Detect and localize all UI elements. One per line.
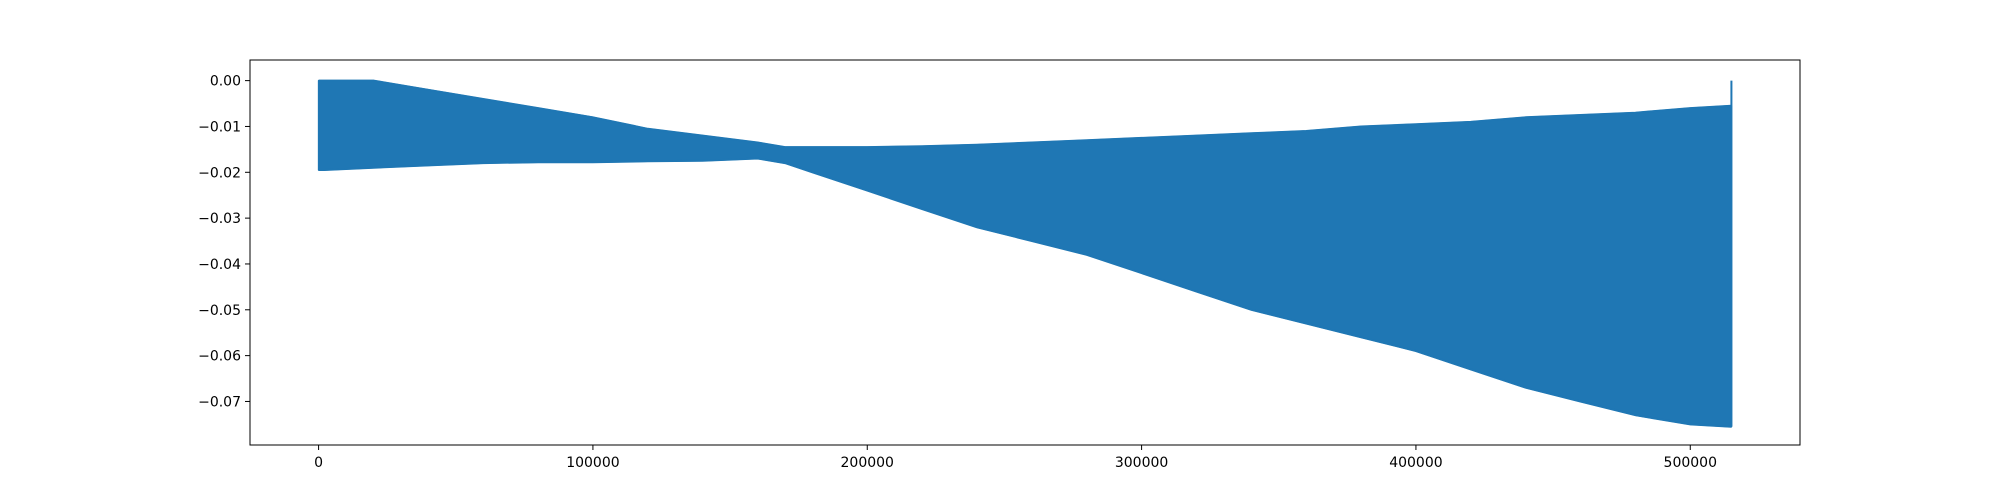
y-tick-label: −0.02	[198, 165, 241, 181]
y-tick-label: −0.01	[198, 119, 241, 135]
y-tick-label: 0.00	[210, 74, 241, 90]
y-tick-label: −0.06	[198, 349, 241, 365]
y-tick-label: −0.07	[198, 394, 241, 410]
x-tick-label: 400000	[1389, 455, 1442, 471]
plot-frame	[249, 59, 1801, 446]
series-layer	[317, 79, 1733, 428]
y-tick-label: −0.05	[198, 303, 241, 319]
x-tick-label: 300000	[1115, 455, 1168, 471]
x-axis-ticks: 0 100000 200000 300000 400000 500000	[314, 445, 1717, 471]
x-tick-label: 200000	[841, 455, 894, 471]
y-tick-label: −0.03	[198, 211, 241, 227]
series-lower-line	[318, 157, 1732, 428]
x-tick-label: 100000	[566, 455, 619, 471]
series-upper-line	[318, 79, 1732, 149]
x-tick-label: 500000	[1664, 455, 1717, 471]
x-tick-label: 0	[314, 455, 323, 471]
y-tick-label: −0.04	[198, 257, 241, 273]
y-axis-ticks: 0.00 −0.01 −0.02 −0.03 −0.04 −0.05 −0.06 −0.07	[198, 74, 250, 410]
